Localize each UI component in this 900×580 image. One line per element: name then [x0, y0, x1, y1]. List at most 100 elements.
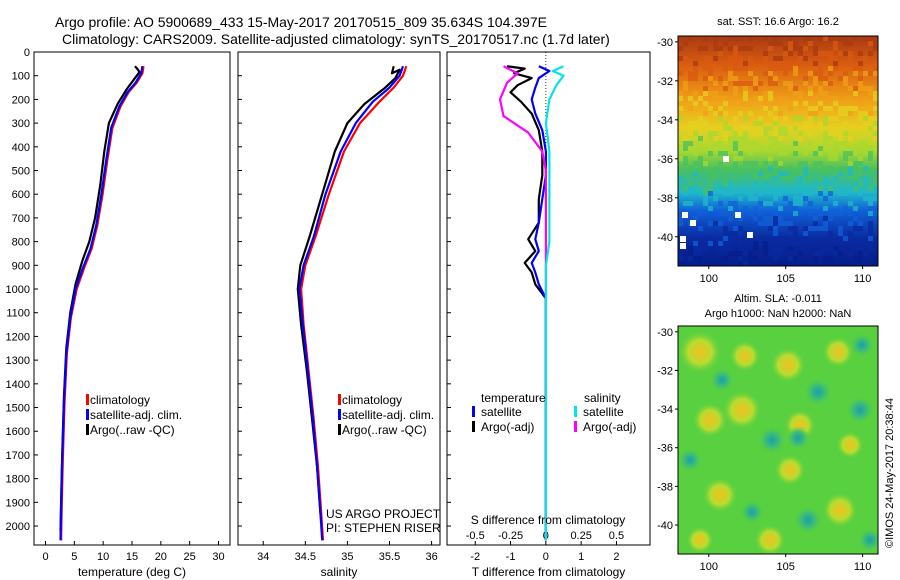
sst-cell [843, 141, 848, 146]
positive-anomaly-eddy [678, 330, 722, 374]
sst-cell [698, 156, 703, 161]
sst-cell [768, 216, 773, 221]
sst-cell [773, 81, 778, 86]
sst-cell [773, 76, 778, 81]
sst-cell [678, 46, 683, 51]
sst-cell [728, 181, 733, 186]
sst-cell [763, 236, 768, 241]
sst-cell [698, 166, 703, 171]
sst-cell [778, 146, 783, 151]
sst-cell [693, 171, 698, 176]
sst-cell [798, 161, 803, 166]
sst-cell [778, 171, 783, 176]
sst-cell [773, 246, 778, 251]
sst-cell [798, 126, 803, 131]
sst-cell [853, 256, 858, 261]
sst-cell [703, 46, 708, 51]
sst-cell [803, 166, 808, 171]
sst-cell [848, 96, 853, 101]
sst-cell [683, 81, 688, 86]
sst-cell [698, 96, 703, 101]
sst-cell [863, 236, 868, 241]
x-tick-label: 1 [578, 551, 584, 563]
sst-cell [773, 136, 778, 141]
sst-cell [813, 111, 818, 116]
sst-cell [748, 196, 753, 201]
sst-cell [718, 161, 723, 166]
sst-cell [738, 81, 743, 86]
sst-cell [768, 156, 773, 161]
sst-cell [828, 216, 833, 221]
sst-cell [783, 186, 788, 191]
sst-cell [863, 56, 868, 61]
sst-cell [798, 186, 803, 191]
sst-cell [773, 176, 778, 181]
sst-cell [793, 116, 798, 121]
sst-cell [863, 196, 868, 201]
sst-cell [838, 106, 843, 111]
sst-cell [733, 176, 738, 181]
sst-cell [758, 211, 763, 216]
no-data-cell [735, 212, 741, 218]
sst-cell [858, 111, 863, 116]
sst-cell [873, 211, 878, 216]
sst-cell [733, 66, 738, 71]
sst-cell [768, 236, 773, 241]
sst-cell [838, 211, 843, 216]
sst-cell [773, 161, 778, 166]
sst-cell [828, 186, 833, 191]
sst-cell [758, 236, 763, 241]
sst-cell [728, 251, 733, 256]
y-tick-label: 900 [12, 260, 30, 272]
sst-cell [688, 166, 693, 171]
sst-cell [838, 76, 843, 81]
legend-label-temp-satellite: satellite [481, 405, 522, 419]
sst-cell [768, 201, 773, 206]
sst-cell [693, 251, 698, 256]
y-tick-label: 1900 [6, 497, 30, 509]
sst-cell [773, 106, 778, 111]
sst-cell [873, 66, 878, 71]
sst-cell [703, 91, 708, 96]
sst-cell [818, 101, 823, 106]
sst-cell [748, 141, 753, 146]
sst-cell [868, 246, 873, 251]
sst-cell [698, 141, 703, 146]
sla-map-subtitle: Argo h1000: NaN h2000: NaN [705, 308, 852, 320]
sst-cell [873, 126, 878, 131]
sst-cell [688, 131, 693, 136]
sst-cell [718, 111, 723, 116]
sst-cell [823, 131, 828, 136]
sst-cell [713, 36, 718, 41]
sst-cell [783, 51, 788, 56]
sst-cell [778, 131, 783, 136]
sla-map: Altim. SLA: -0.011 Argo h1000: NaN h2000… [677, 293, 879, 555]
sst-cell [748, 256, 753, 261]
sst-cell [823, 206, 828, 211]
sst-cell [748, 46, 753, 51]
x-tick-label: 34 [257, 551, 269, 563]
sst-cell [753, 131, 758, 136]
sst-cell [808, 71, 813, 76]
x-tick-label: 0 [543, 551, 549, 563]
sst-cell [758, 201, 763, 206]
sst-cell [713, 41, 718, 46]
sst-cell [783, 46, 788, 51]
sst-cell [743, 161, 748, 166]
sst-cell [753, 161, 758, 166]
sst-cell [708, 56, 713, 61]
sst-cell [703, 146, 708, 151]
legend-swatch-satellite-adj [338, 409, 341, 420]
sst-cell [833, 176, 838, 181]
sst-cell [738, 251, 743, 256]
salinity-legend: climatology satellite-adj. clim. Argo(..… [338, 393, 434, 437]
y-tick-label: 500 [12, 166, 30, 178]
sst-cell [828, 231, 833, 236]
sst-cell [763, 161, 768, 166]
sst-cell [758, 221, 763, 226]
sst-cell [743, 91, 748, 96]
latitude-tick-label: -36 [657, 154, 673, 166]
sst-cell [743, 81, 748, 86]
sst-cell [803, 46, 808, 51]
